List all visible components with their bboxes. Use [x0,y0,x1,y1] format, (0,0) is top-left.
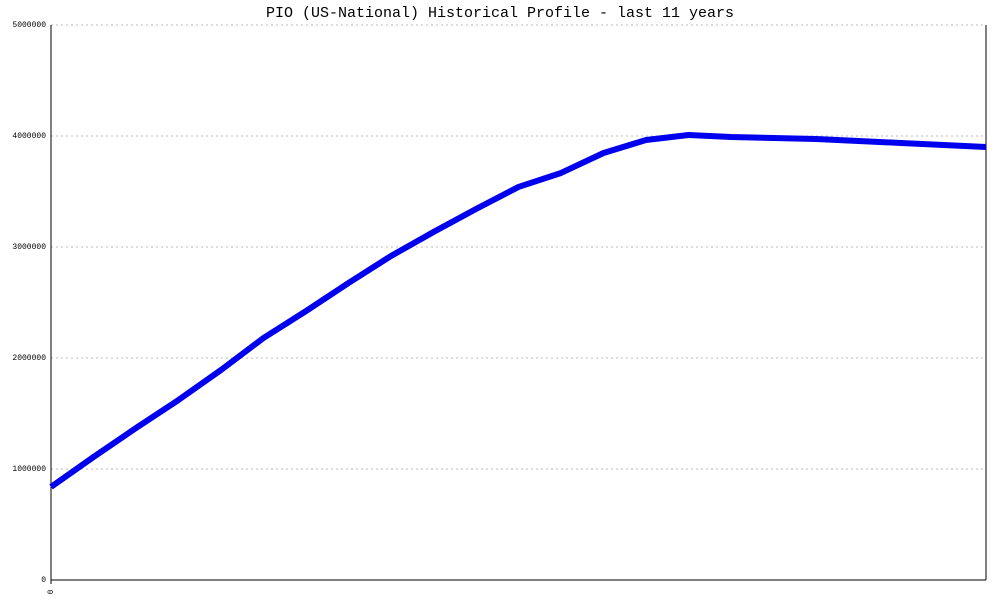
x-tick-label: 0 [47,589,56,594]
data-line [49,132,987,490]
y-tick-label: 4000000 [12,132,46,141]
y-tick-label: 5000000 [12,21,46,30]
chart-title: PIO (US-National) Historical Profile - l… [266,5,734,22]
y-tick-label: 3000000 [12,243,46,252]
y-tick-label: 2000000 [12,354,46,363]
y-tick-label: 1000000 [12,465,46,474]
y-tick-label: 0 [41,576,46,585]
